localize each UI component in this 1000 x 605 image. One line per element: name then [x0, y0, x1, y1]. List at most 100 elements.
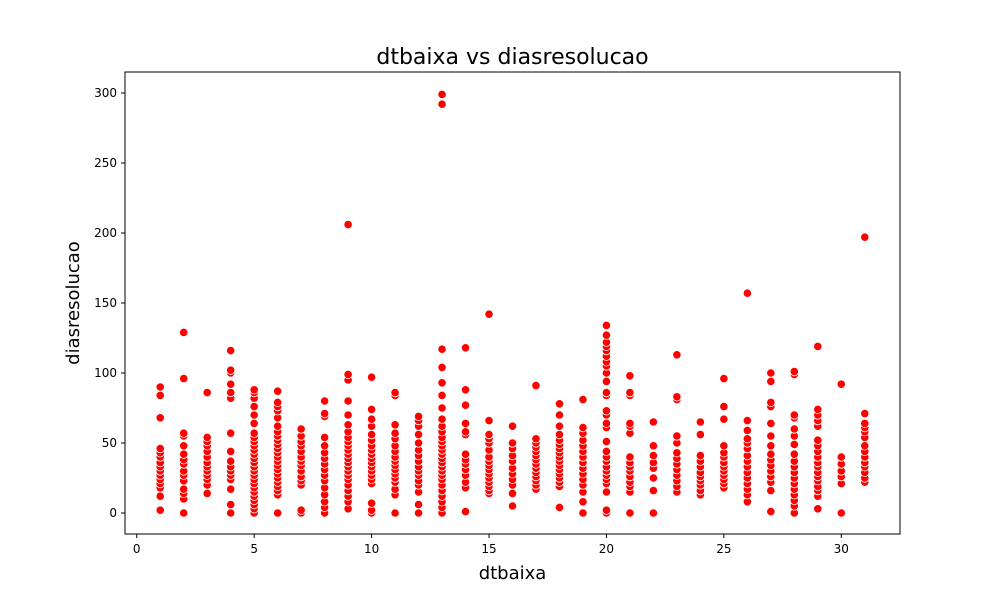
data-point [648, 508, 659, 518]
data-point [179, 441, 189, 451]
data-point [554, 502, 565, 512]
data-point [625, 418, 635, 428]
data-point [601, 505, 612, 515]
data-point [813, 435, 823, 445]
data-point [413, 438, 424, 448]
y-tick-label: 300 [94, 86, 117, 100]
data-point [601, 418, 612, 428]
data-point [296, 424, 306, 434]
data-point [226, 508, 236, 518]
chart-title: dtbaixa vs diasresolucao [376, 45, 648, 70]
data-point [413, 411, 424, 421]
data-point [343, 410, 353, 420]
data-point [437, 99, 447, 109]
data-point [249, 385, 259, 395]
data-point [179, 373, 189, 384]
data-point [437, 89, 447, 100]
data-point [860, 408, 870, 419]
data-point [719, 401, 729, 412]
data-point [390, 428, 400, 438]
data-point [766, 431, 776, 441]
data-point [836, 452, 846, 462]
y-tick-label: 150 [94, 296, 117, 310]
data-point [202, 488, 212, 498]
data-point [155, 491, 165, 501]
data-point [648, 450, 659, 461]
data-points [155, 89, 870, 518]
data-point [413, 429, 424, 440]
x-tick-label: 10 [364, 542, 379, 556]
y-tick-label: 50 [102, 436, 117, 450]
data-point [742, 415, 752, 426]
data-point [766, 376, 776, 386]
data-point [766, 368, 776, 378]
data-point [601, 330, 612, 340]
data-point [719, 441, 729, 451]
data-point [437, 362, 447, 372]
data-point [437, 378, 447, 388]
data-point [226, 345, 236, 356]
y-tick-label: 200 [94, 226, 117, 240]
data-point [155, 413, 165, 423]
x-tick-label: 5 [250, 542, 258, 556]
data-point [155, 382, 165, 392]
data-point [202, 387, 212, 398]
data-point [273, 421, 283, 431]
data-point [601, 446, 612, 456]
data-point [554, 429, 565, 440]
data-point [226, 484, 236, 494]
x-axis-label: dtbaixa [479, 563, 547, 584]
data-point [554, 421, 565, 431]
data-point [836, 508, 846, 518]
data-point [343, 396, 353, 406]
data-point [766, 485, 776, 496]
data-point [460, 449, 471, 459]
data-point [226, 456, 236, 466]
data-point [226, 499, 236, 510]
y-tick-label: 250 [94, 156, 117, 170]
data-point [625, 508, 635, 518]
data-point [155, 505, 165, 515]
data-point [766, 397, 776, 407]
data-point [484, 309, 494, 319]
data-point [413, 508, 424, 518]
data-point [179, 508, 189, 518]
data-point [860, 418, 870, 428]
data-point [484, 429, 494, 440]
data-point [836, 379, 846, 389]
data-point [226, 379, 236, 389]
data-point [179, 449, 189, 459]
data-point [273, 397, 283, 407]
data-point [366, 414, 377, 424]
data-point [413, 499, 424, 510]
data-point [695, 429, 705, 440]
data-point [601, 376, 612, 386]
data-point [625, 452, 635, 462]
data-point [578, 394, 588, 405]
data-point [460, 400, 471, 410]
data-point [249, 410, 259, 420]
data-point [366, 429, 377, 440]
data-point [531, 434, 541, 444]
data-point [695, 417, 705, 427]
data-point [766, 441, 776, 451]
data-point [460, 506, 471, 517]
data-point [578, 422, 588, 433]
x-tick-label: 25 [716, 542, 731, 556]
data-point [672, 350, 682, 360]
data-point [390, 420, 400, 430]
data-point [249, 401, 259, 412]
data-point [813, 404, 823, 414]
y-axis-label: diasresolucao [63, 241, 84, 365]
x-tick-label: 15 [481, 542, 496, 556]
data-point [320, 441, 330, 451]
data-point [578, 508, 588, 518]
data-point [226, 365, 236, 375]
data-point [437, 414, 447, 424]
data-point [648, 485, 659, 496]
data-point [719, 414, 729, 424]
data-point [672, 431, 682, 441]
